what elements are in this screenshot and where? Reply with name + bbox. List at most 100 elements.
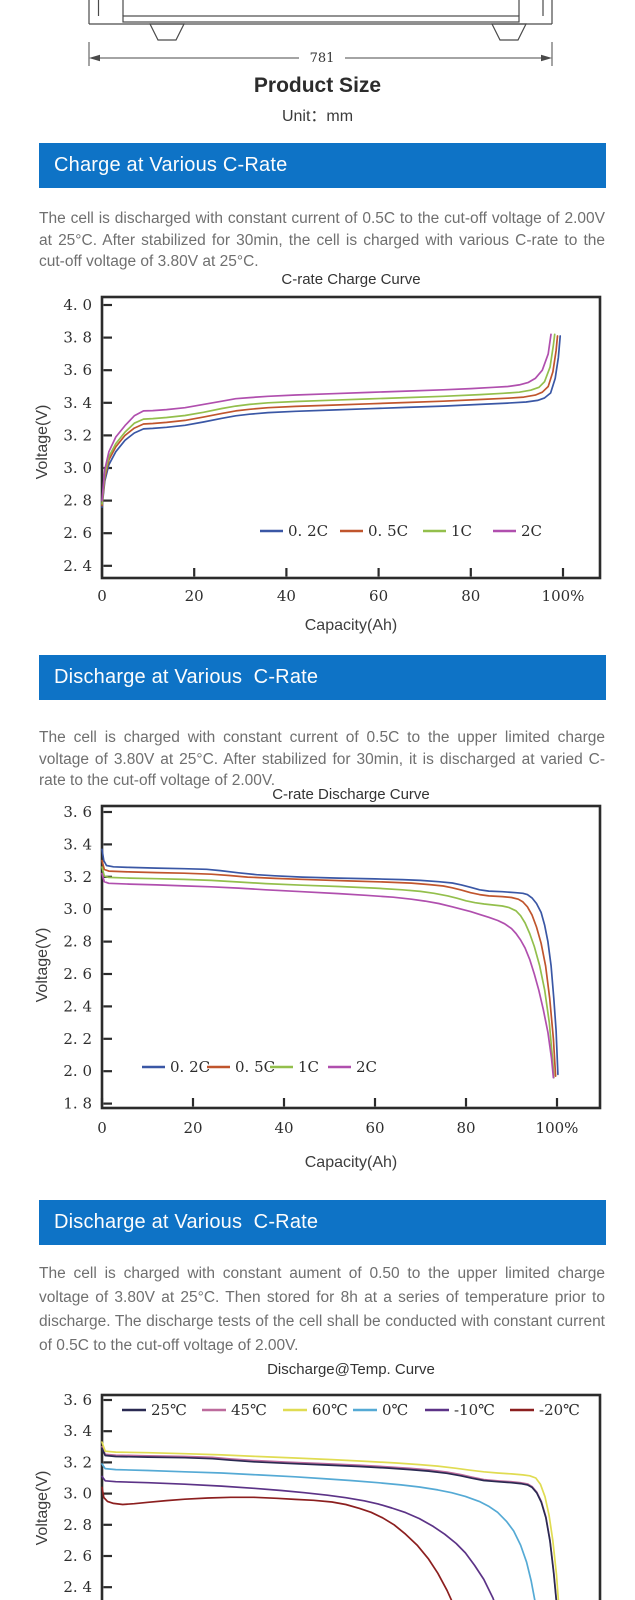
chart-title: C-rate Charge Curve — [281, 271, 420, 288]
section-banner-charge-c-rate: Charge at Various C-Rate — [39, 143, 606, 188]
y-tick-label: 2. 6 — [63, 1547, 92, 1565]
plot-frame — [100, 295, 602, 580]
y-tick-label: 3. 4 — [63, 394, 92, 412]
dimension-lines — [88, 42, 553, 66]
section-banner-discharge-temp: Discharge at Various C-Rate — [39, 1200, 606, 1245]
discharge-temp-description: The cell is charged with constant aument… — [39, 1265, 605, 1354]
dimension-arrows — [89, 54, 552, 62]
unit-label: Unit：mm — [281, 108, 354, 125]
series-line — [101, 333, 556, 505]
y-tick-label: 2. 8 — [63, 492, 92, 510]
product-size-drawing: 781 — [88, 0, 553, 66]
legend-label: 0. 2C — [288, 522, 328, 540]
y-tick-label: 2. 0 — [63, 1062, 92, 1080]
discharge-temp-chart: Discharge@Temp. Curve 3. 6 3. 4 3. 2 3. 0 2. … — [0, 1348, 635, 1600]
product-outline — [88, 0, 553, 41]
x-axis-label: Capacity(Ah) — [305, 1154, 397, 1171]
y-tick-label: 3. 0 — [63, 1485, 92, 1503]
series-line — [101, 866, 555, 1079]
series-line — [101, 1447, 558, 1600]
right-foot — [491, 23, 527, 41]
y-tick-label: 2. 2 — [63, 1030, 92, 1048]
y-tick-label: 3. 4 — [63, 835, 92, 853]
y-tick-label: 3. 2 — [63, 868, 92, 886]
x-tick-label: 0 — [97, 1119, 107, 1137]
y-tick-label: 3. 6 — [63, 1391, 92, 1409]
charge-description: The cell is discharged with constant cur… — [39, 210, 605, 270]
plot-frame — [100, 1393, 602, 1600]
chart-canvas: C-rate Discharge Curve 3. 6 3. 4 3. 2 3. 0 2.… — [34, 786, 602, 1171]
y-tick-label: 3. 8 — [63, 329, 92, 347]
x-axis-label: Capacity(Ah) — [305, 617, 397, 634]
left-foot — [149, 23, 185, 41]
y-tick-label: 2. 8 — [63, 933, 92, 951]
y-tick-label: 3. 2 — [63, 1453, 92, 1471]
y-tick-label: 3. 6 — [63, 361, 92, 379]
series-line — [101, 335, 562, 508]
y-tick-label: 2. 4 — [63, 1578, 92, 1596]
legend-label: 0. 5C — [368, 522, 408, 540]
series-line — [101, 1445, 558, 1600]
y-axis-label: Voltage(V) — [34, 405, 51, 480]
c-rate-discharge-chart: C-rate Discharge Curve 3. 6 3. 4 3. 2 3. 0 2.… — [0, 775, 635, 1180]
y-tick-label: 2. 6 — [63, 524, 92, 542]
series-line — [101, 1486, 453, 1600]
y-tick-label: 3. 0 — [63, 459, 92, 477]
banner-label: Charge at Various C-Rate — [54, 154, 288, 176]
y-tick-label: 2. 4 — [63, 557, 92, 575]
x-tick-label: 60 — [369, 587, 388, 605]
legend-label: 2C — [521, 522, 542, 540]
x-tick-label: 20 — [183, 1119, 202, 1137]
x-tick-label: 20 — [185, 587, 204, 605]
series-line — [101, 1441, 560, 1600]
x-tick-label: 60 — [365, 1119, 384, 1137]
x-tick-label: 100% — [536, 1119, 579, 1137]
y-tick-label: 2. 6 — [63, 965, 92, 983]
legend-label: 0. 5C — [235, 1058, 275, 1076]
legend-label: -20℃ — [539, 1401, 580, 1419]
y-tick-label: 3. 4 — [63, 1422, 92, 1440]
series-line — [101, 1475, 495, 1600]
legend-label: 1C — [451, 522, 472, 540]
banner-label: Discharge at Various C-Rate — [54, 666, 319, 688]
y-tick-label: 4. 0 — [63, 296, 92, 314]
y-tick-label: 2. 8 — [63, 1516, 92, 1534]
y-tick-label: 3. 0 — [63, 900, 92, 918]
series-line — [101, 335, 559, 507]
x-tick-label: 40 — [274, 1119, 293, 1137]
y-tick-label: 3. 6 — [63, 803, 92, 821]
product-size-title: Product Size — [253, 74, 382, 97]
legend-label: 25℃ — [151, 1401, 187, 1419]
plot-frame — [100, 804, 602, 1110]
y-axis-label: Voltage(V) — [34, 1471, 51, 1546]
section-banner-discharge-c-rate: Discharge at Various C-Rate — [39, 655, 606, 700]
legend-label: 0℃ — [382, 1401, 408, 1419]
chart-canvas: Discharge@Temp. Curve 3. 6 3. 4 3. 2 3. 0 2. … — [34, 1361, 602, 1600]
x-tick-label: 100% — [542, 587, 585, 605]
chart-canvas: C-rate Charge Curve 4. 0 3. 8 3. 6 3. 4 3. 2 3… — [34, 271, 602, 634]
dimension-label: 781 — [310, 51, 335, 66]
legend-label: 1C — [298, 1058, 319, 1076]
y-tick-label: 2. 4 — [63, 997, 92, 1015]
discharge-description: The cell is charged with constant curren… — [39, 729, 605, 789]
legend-label: 2C — [356, 1058, 377, 1076]
chart-title: Discharge@Temp. Curve — [267, 1361, 435, 1378]
x-tick-label: 0 — [97, 587, 107, 605]
series-line — [101, 848, 559, 1076]
series-line — [101, 1463, 536, 1600]
legend-label: 0. 2C — [170, 1058, 210, 1076]
legend-label: -10℃ — [454, 1401, 495, 1419]
x-tick-label: 80 — [456, 1119, 475, 1137]
x-tick-label: 80 — [461, 587, 480, 605]
chart-title: C-rate Discharge Curve — [272, 786, 430, 803]
legend-label: 45℃ — [231, 1401, 267, 1419]
banner-label: Discharge at Various C-Rate — [54, 1211, 319, 1233]
y-axis-label: Voltage(V) — [34, 928, 51, 1003]
x-tick-label: 40 — [277, 587, 296, 605]
series-line — [101, 859, 557, 1077]
c-rate-charge-chart: C-rate Charge Curve 4. 0 3. 8 3. 6 3. 4 3. 2 3… — [0, 264, 635, 649]
legend-label: 60℃ — [312, 1401, 348, 1419]
series-line — [101, 333, 552, 502]
y-tick-label: 1. 8 — [63, 1095, 92, 1113]
